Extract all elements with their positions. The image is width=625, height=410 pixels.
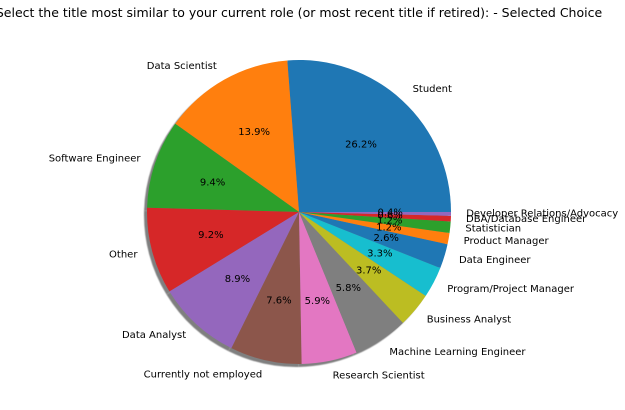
pct-label-developer-relations-advocacy: 0.4% [377, 208, 402, 219]
slice-statistician [299, 212, 451, 233]
slice-label-currently-not-employed: Currently not employed [144, 370, 263, 381]
slice-program-project-manager [299, 212, 441, 296]
slice-label-student: Student [413, 84, 452, 95]
slice-label-machine-learning-engineer: Machine Learning Engineer [389, 347, 526, 358]
slice-label-developer-relations-advocacy: Developer Relations/Advocacy [466, 209, 618, 220]
slice-label-software-engineer: Software Engineer [49, 153, 142, 164]
slice-product-manager [299, 212, 450, 245]
slice-label-data-scientist: Data Scientist [147, 61, 217, 72]
pie-slices [146, 59, 451, 365]
pct-label-program-project-manager: 3.3% [367, 249, 392, 260]
slice-business-analyst [299, 212, 426, 323]
slice-student [287, 59, 451, 213]
slice-data-engineer [299, 212, 448, 269]
slice-label-statistician: Statistician [465, 223, 521, 234]
pct-label-other: 9.2% [198, 230, 223, 241]
slice-label-dba-database-engineer: DBA/Database Engineer [466, 214, 587, 225]
slice-software-engineer [147, 123, 299, 212]
slice-developer-relations-advocacy [299, 212, 451, 216]
slice-label-program-project-manager: Program/Project Manager [447, 284, 575, 295]
pct-label-data-scientist: 13.9% [238, 127, 270, 138]
slice-other [146, 207, 299, 292]
slice-label-other: Other [109, 250, 138, 261]
slice-label-data-engineer: Data Engineer [459, 255, 531, 266]
slice-label-research-scientist: Research Scientist [333, 370, 425, 381]
slice-label-data-analyst: Data Analyst [122, 330, 186, 341]
pct-labels: 26.2% 13.9% 9.4% 9.2% 8.9% 7.6% 5.9% 5.8% 3.7% 3.… [198, 127, 403, 307]
pct-label-dba-database-engineer: 0.6% [377, 211, 402, 222]
pct-label-data-analyst: 8.9% [225, 274, 250, 285]
pct-label-research-scientist: 5.9% [305, 296, 330, 307]
slice-label-business-analyst: Business Analyst [427, 314, 511, 325]
slice-machine-learning-engineer [299, 212, 403, 353]
pct-label-student: 26.2% [345, 140, 377, 151]
pct-label-data-engineer: 2.6% [374, 233, 399, 244]
slice-currently-not-employed [231, 212, 302, 365]
pct-label-currently-not-employed: 7.6% [266, 295, 291, 306]
pct-label-machine-learning-engineer: 5.8% [336, 283, 361, 294]
pct-label-business-analyst: 3.7% [356, 265, 381, 276]
slice-data-scientist [175, 60, 299, 213]
chart-title: Select the title most similar to your cu… [0, 5, 602, 20]
slice-research-scientist [299, 212, 357, 364]
slice-labels: Student Data Scientist Software Engineer Ot… [49, 61, 619, 381]
pct-label-statistician: 1.2% [377, 216, 402, 227]
pct-label-software-engineer: 9.4% [200, 177, 225, 188]
slice-data-analyst [169, 212, 299, 349]
slice-dba-database-engineer [299, 212, 451, 222]
pct-label-product-manager: 1.2% [376, 222, 401, 233]
slice-label-product-manager: Product Manager [464, 236, 550, 247]
